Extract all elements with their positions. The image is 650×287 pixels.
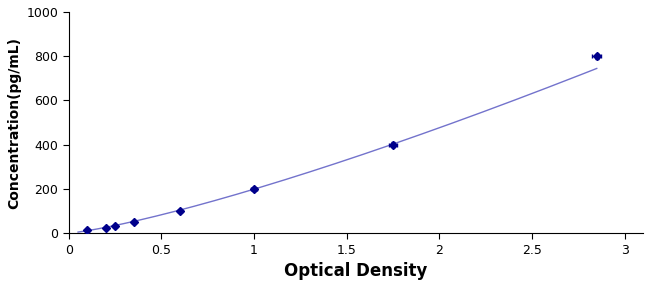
- X-axis label: Optical Density: Optical Density: [284, 262, 428, 280]
- Y-axis label: Concentration(pg/mL): Concentration(pg/mL): [7, 36, 21, 209]
